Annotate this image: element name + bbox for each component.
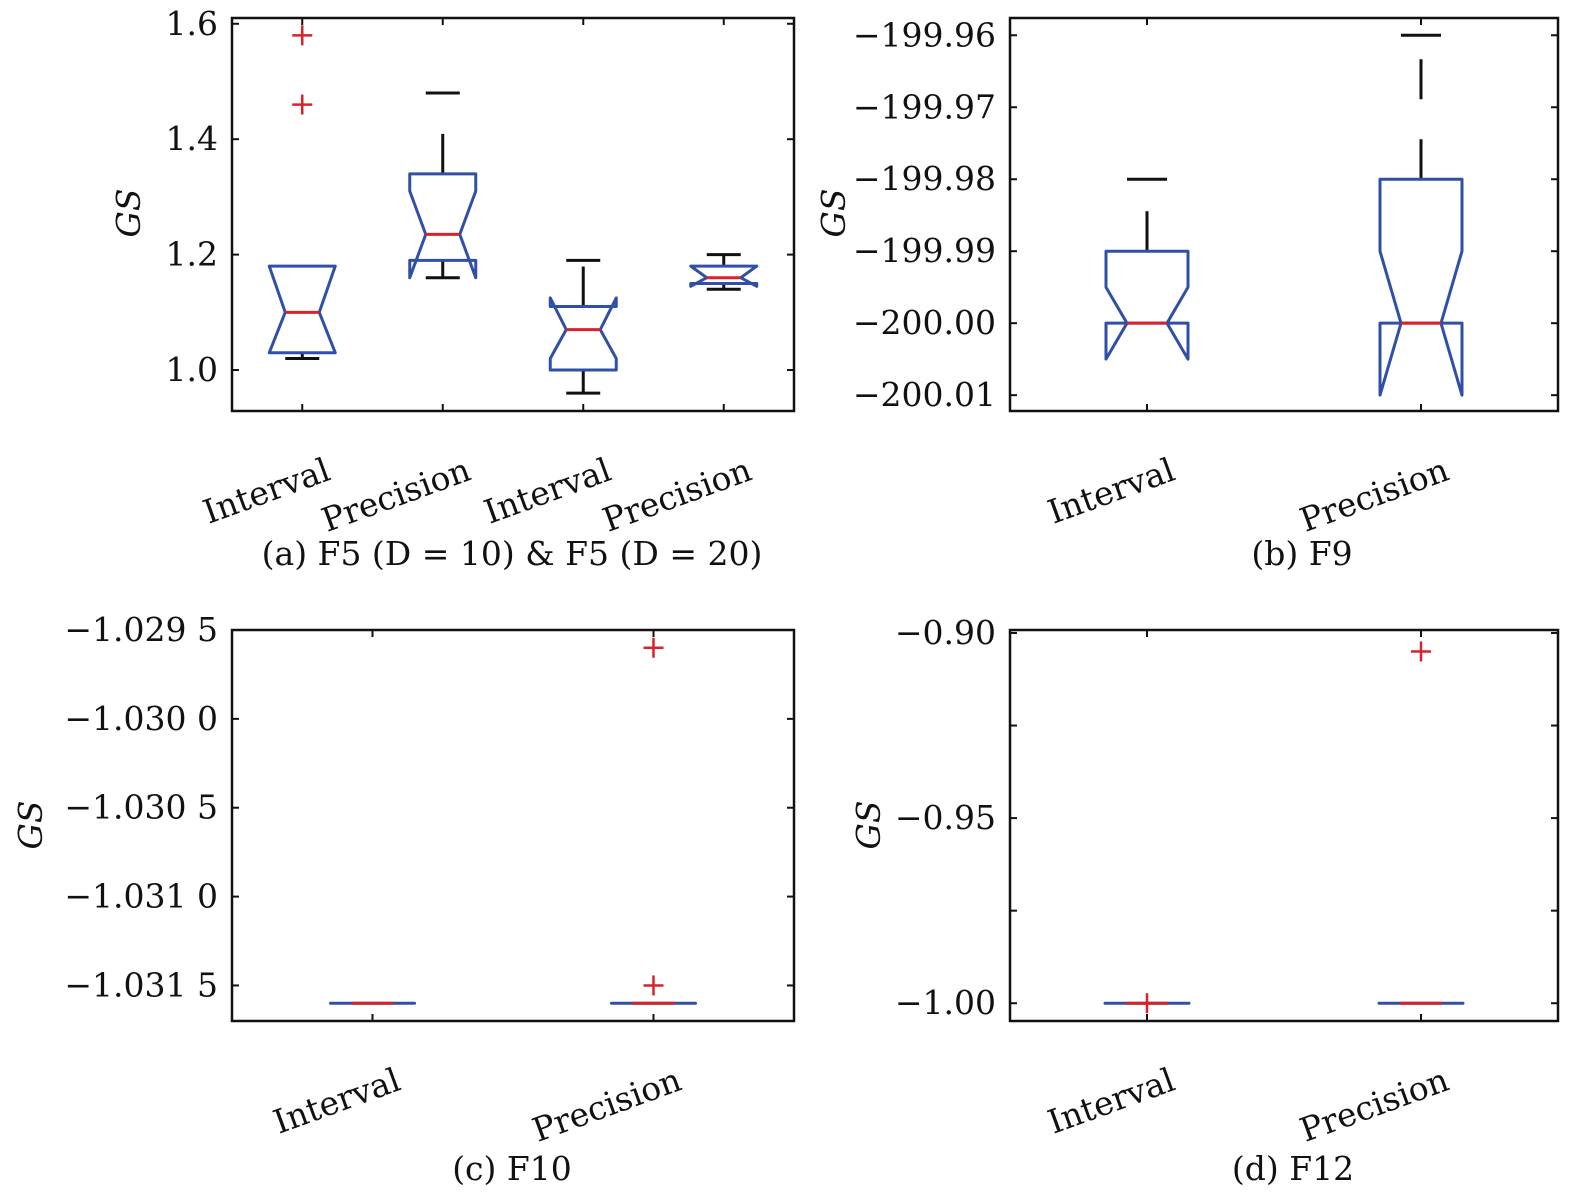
y-axis-label: GS bbox=[11, 801, 50, 850]
x-tick-label: Precision bbox=[316, 450, 475, 540]
outlier-marker bbox=[643, 975, 664, 996]
axes-frame bbox=[1008, 16, 1560, 413]
x-tick-label: Precision bbox=[1295, 450, 1454, 540]
y-tick-label: −1.031 0 bbox=[64, 877, 218, 916]
axes-frame bbox=[230, 16, 796, 413]
box-2 bbox=[1377, 641, 1465, 1005]
box-2 bbox=[408, 91, 478, 280]
y-axis-label: GS bbox=[849, 801, 888, 850]
y-tick-label: −199.99 bbox=[853, 231, 996, 270]
box-1 bbox=[267, 25, 337, 360]
box-2 bbox=[1378, 33, 1464, 397]
y-tick-label: −1.031 5 bbox=[64, 965, 218, 1004]
outlier-marker bbox=[292, 94, 313, 115]
box-4 bbox=[689, 253, 759, 291]
subplot-caption: (a) F5 (D = 10) & F5 (D = 20) bbox=[262, 534, 763, 573]
subplot-b: −200.01 −200.00 −199.99 −199.98 −199.97 −199.… bbox=[814, 15, 1560, 573]
subplot-c: −1.031 5 −1.031 0 −1.030 5 −1.030 0 −1.029 5… bbox=[11, 610, 796, 1188]
y-tick-label: −1.029 5 bbox=[64, 610, 218, 649]
box-1 bbox=[1104, 177, 1190, 361]
y-tick-label: −0.90 bbox=[895, 613, 996, 652]
y-tick-label: −200.01 bbox=[853, 375, 996, 414]
x-tick-label: Precision bbox=[1295, 1060, 1454, 1150]
y-tick-label: −200.00 bbox=[853, 303, 996, 342]
notched-box bbox=[548, 296, 618, 372]
x-tick-label: Interval bbox=[1043, 450, 1180, 532]
y-tick-label: −1.00 bbox=[895, 983, 996, 1022]
notched-box bbox=[267, 264, 337, 355]
subplot-caption: (b) F9 bbox=[1251, 534, 1352, 573]
box-3 bbox=[548, 258, 618, 395]
y-axis-label: GS bbox=[814, 189, 853, 238]
notched-box bbox=[1378, 177, 1464, 397]
axes-frame bbox=[230, 628, 796, 1023]
notched-box bbox=[689, 264, 759, 288]
x-tick-label: Precision bbox=[597, 450, 756, 540]
y-tick-label: 1.4 bbox=[166, 119, 218, 158]
subplot-d: −1.00 −0.95 −0.90 GS (d) F12 Interval Precisio… bbox=[849, 613, 1560, 1188]
box-2 bbox=[610, 637, 697, 1005]
outlier-marker bbox=[1411, 641, 1431, 662]
x-tick-label: Interval bbox=[479, 450, 616, 532]
y-tick-label: −1.030 5 bbox=[64, 788, 218, 827]
outlier-marker bbox=[1137, 993, 1157, 1014]
outlier-marker bbox=[292, 25, 313, 46]
y-tick-label: −1.030 0 bbox=[64, 699, 218, 738]
x-tick-label: Precision bbox=[527, 1060, 686, 1150]
y-tick-label: −199.97 bbox=[853, 87, 996, 126]
y-axis-label: GS bbox=[109, 189, 148, 238]
notched-box bbox=[408, 172, 478, 280]
y-tick-label: 1.2 bbox=[166, 235, 218, 274]
axes-frame bbox=[1008, 628, 1560, 1023]
subplot-caption: (c) F10 bbox=[452, 1149, 572, 1188]
y-tick-label: −199.96 bbox=[853, 15, 996, 54]
y-tick-label: −199.98 bbox=[853, 159, 996, 198]
x-tick-label: Interval bbox=[268, 1060, 405, 1142]
y-tick-label: −0.95 bbox=[895, 798, 996, 837]
subplot-a: 1.0 1.2 1.4 1.6 GS (a) F5 (D = 10) & F5 (D = … bbox=[109, 4, 796, 573]
y-tick-label: 1.0 bbox=[166, 350, 218, 389]
subplot-caption: (d) F12 bbox=[1232, 1149, 1354, 1188]
y-tick-label: 1.6 bbox=[166, 4, 218, 43]
box-1 bbox=[1103, 993, 1191, 1014]
x-tick-label: Interval bbox=[198, 450, 335, 532]
outlier-marker bbox=[643, 637, 664, 658]
notched-box bbox=[1104, 249, 1190, 361]
x-tick-label: Interval bbox=[1043, 1060, 1180, 1142]
